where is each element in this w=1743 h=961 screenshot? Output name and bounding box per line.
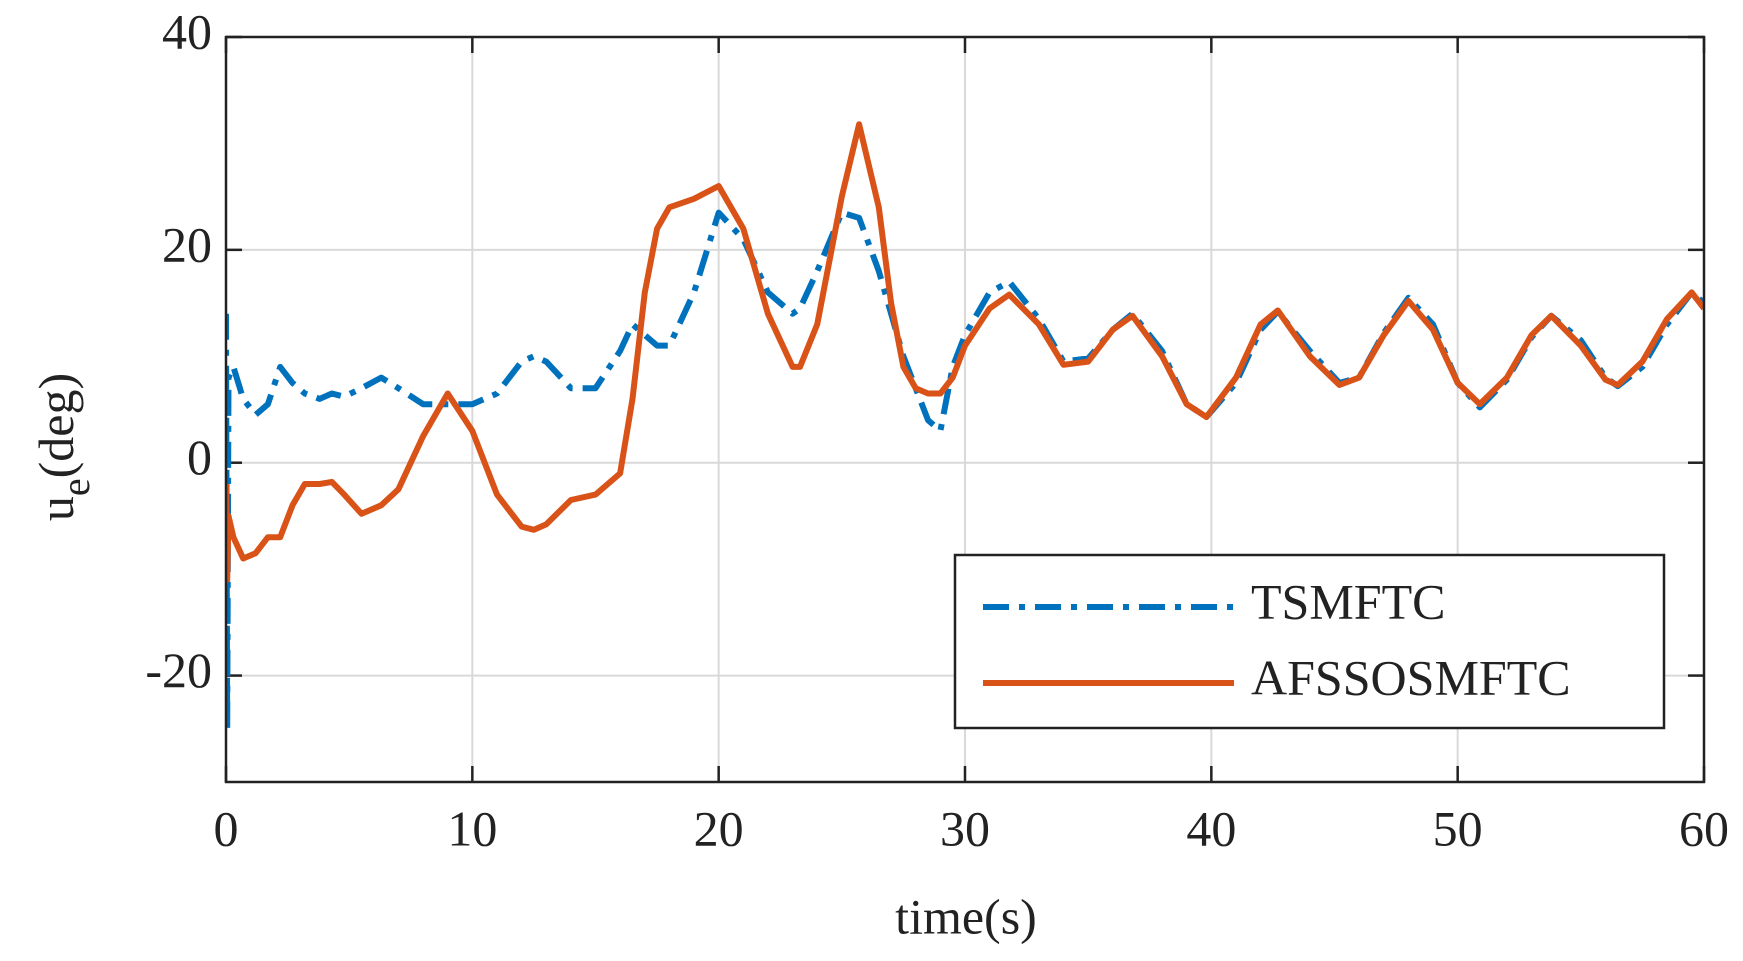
x-tick-label: 0 bbox=[214, 800, 239, 856]
x-axis-label: time(s) bbox=[895, 888, 1037, 944]
x-tick-label: 20 bbox=[694, 800, 744, 856]
plot-frame bbox=[224, 35, 1706, 784]
y-label-base: u bbox=[28, 496, 84, 521]
y-axis-label: ue(deg) bbox=[28, 373, 98, 521]
x-tick-label: 10 bbox=[447, 800, 497, 856]
legend-label: AFSSOSMFTC bbox=[1251, 649, 1571, 705]
legend-label: TSMFTC bbox=[1251, 573, 1446, 629]
x-tick-label: 30 bbox=[940, 800, 990, 856]
legend-box bbox=[953, 553, 1666, 730]
y-label-sub: e bbox=[53, 478, 98, 496]
line-series bbox=[226, 209, 1704, 732]
y-tick-label: 0 bbox=[187, 429, 212, 485]
y-tick-label: 20 bbox=[162, 216, 212, 272]
y-label-rest: (deg) bbox=[28, 373, 84, 479]
x-tick-label: 40 bbox=[1186, 800, 1236, 856]
y-tick-label: -20 bbox=[145, 642, 212, 698]
y-tick-label: 40 bbox=[162, 3, 212, 59]
line-series bbox=[226, 121, 1704, 583]
x-tick-label: 50 bbox=[1433, 800, 1483, 856]
x-tick-label: 60 bbox=[1679, 800, 1729, 856]
